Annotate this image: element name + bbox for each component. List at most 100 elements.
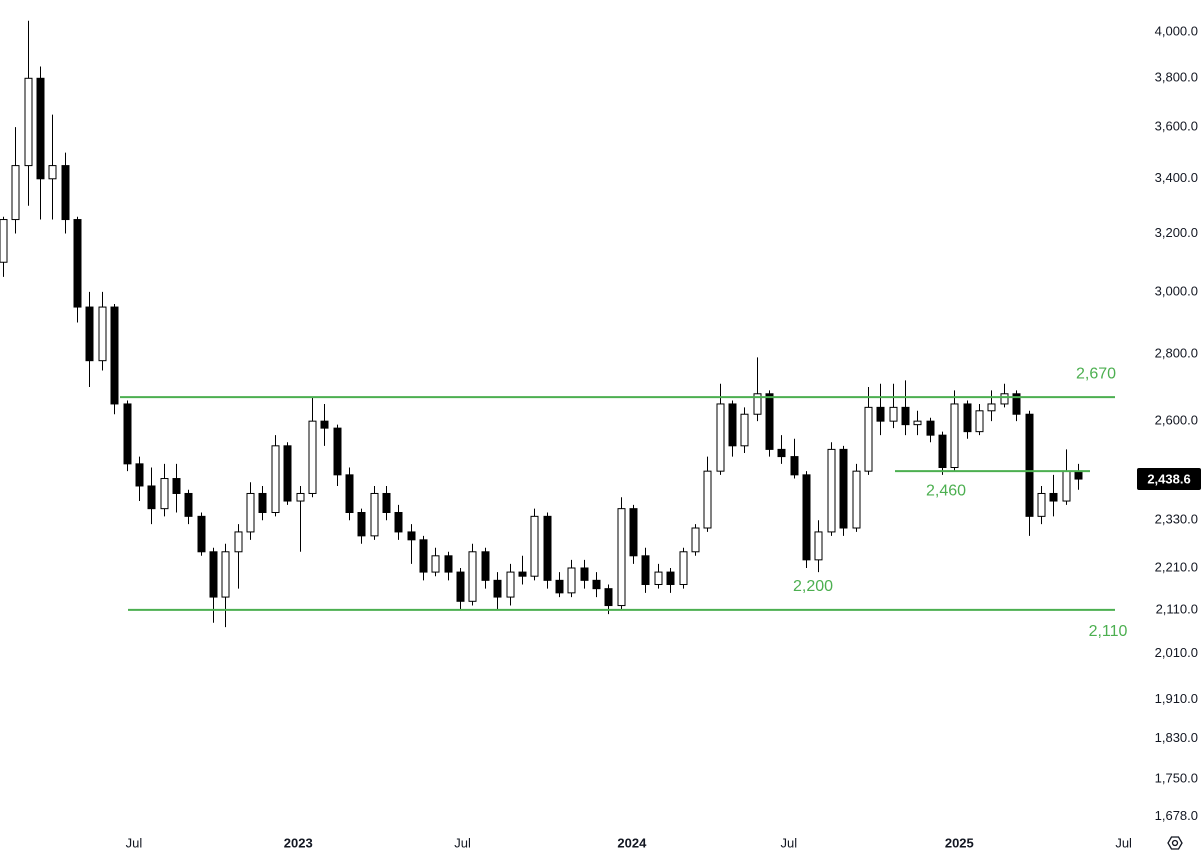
candle-body [11, 165, 20, 221]
candle-body [234, 531, 243, 553]
level-label: 2,670 [1076, 365, 1116, 382]
candle-body [790, 456, 799, 476]
x-tick-label: Jul [1115, 835, 1132, 850]
candle-body [543, 515, 552, 581]
candle-body [382, 492, 391, 513]
candle-body [1000, 393, 1009, 405]
candle-body [1037, 492, 1046, 517]
candle-body [98, 306, 107, 362]
candle-body [110, 306, 119, 405]
candle-body [716, 403, 725, 472]
x-tick-label: Jul [780, 835, 797, 850]
candle-body [876, 406, 885, 422]
y-tick-label: 1,910.0 [1155, 691, 1198, 706]
y-tick-label: 2,600.0 [1155, 413, 1198, 428]
candle-body [691, 527, 700, 553]
candle-body [61, 165, 70, 221]
candle-body [802, 474, 811, 561]
y-tick-label: 2,210.0 [1155, 559, 1198, 574]
candle-body [407, 531, 416, 541]
x-tick-label: Jul [454, 835, 471, 850]
candle-body [419, 539, 428, 573]
candle-body [728, 403, 737, 447]
candle-body [506, 571, 515, 598]
price-label-box [1137, 468, 1201, 491]
candle-body [1025, 413, 1034, 517]
candle-body [333, 427, 342, 476]
y-tick-label: 2,800.0 [1155, 346, 1198, 361]
candle-body [308, 420, 317, 494]
candle-body [24, 77, 33, 167]
candle-body [777, 448, 786, 458]
x-tick-label: Jul [126, 835, 143, 850]
candle-body [530, 515, 539, 577]
candle-body [468, 551, 477, 602]
candle-body [987, 403, 996, 412]
x-tick-label: 2025 [945, 835, 974, 850]
level-label: 2,460 [926, 482, 966, 499]
y-tick-label: 1,750.0 [1155, 770, 1198, 785]
y-tick-label: 3,600.0 [1155, 119, 1198, 134]
x-tick-label: 2024 [617, 835, 647, 850]
y-tick-label: 2,010.0 [1155, 645, 1198, 660]
y-tick-label: 3,200.0 [1155, 225, 1198, 240]
candle-body [320, 420, 329, 429]
y-tick-label: 2,110.0 [1156, 601, 1198, 616]
candle-body [629, 508, 638, 557]
candle-body [73, 219, 82, 308]
y-tick-label: 1,678.0 [1155, 808, 1198, 823]
candle-body [765, 393, 774, 450]
candle-body [246, 492, 255, 533]
candle-body [592, 579, 601, 590]
candle-body [518, 571, 527, 577]
candle-body [481, 551, 490, 581]
candle-body [926, 420, 935, 436]
candle-body [580, 567, 589, 581]
candle-body [740, 413, 749, 447]
candle-body [493, 579, 502, 598]
candle-body [123, 403, 132, 465]
annotation: 2,200 [793, 578, 833, 595]
candle-body [1074, 470, 1083, 480]
candle-body [617, 508, 626, 607]
candle-body [555, 579, 564, 594]
candle-body [963, 403, 972, 433]
candle-body [48, 165, 57, 180]
y-tick-label: 3,800.0 [1155, 70, 1198, 85]
gear-center[interactable] [1171, 839, 1179, 847]
candle-body [1012, 393, 1021, 415]
settings-icon[interactable] [1167, 836, 1183, 850]
candle-body [296, 492, 305, 502]
candle-body [975, 410, 984, 433]
candle-body [654, 571, 663, 585]
candle-body [913, 420, 922, 426]
candle-body [679, 551, 688, 585]
y-tick-label: 1,830.0 [1155, 730, 1198, 745]
candle-body [357, 511, 366, 537]
candle-body [567, 567, 576, 594]
y-tick-label: 3,000.0 [1155, 283, 1198, 298]
candle-body [604, 588, 613, 607]
candle-body [85, 306, 94, 362]
candle-body [160, 478, 169, 510]
candle-body [864, 406, 873, 472]
candle-body [938, 434, 947, 468]
gear[interactable] [1167, 836, 1183, 850]
y-tick-label: 4,000.0 [1155, 23, 1198, 38]
candle-body [1049, 492, 1058, 502]
candle-body [852, 470, 861, 529]
candle-body [370, 492, 379, 537]
candle-body [839, 448, 848, 529]
candle-body [283, 445, 292, 502]
candle-body [0, 219, 8, 263]
x-tick-label: 2023 [284, 835, 313, 850]
candle-body [889, 406, 898, 422]
candle-body [172, 478, 181, 494]
candle-body [221, 551, 230, 598]
candle-body [147, 485, 156, 510]
candle-body [950, 403, 959, 468]
candle-body [1062, 470, 1071, 502]
candle-body [197, 515, 206, 553]
